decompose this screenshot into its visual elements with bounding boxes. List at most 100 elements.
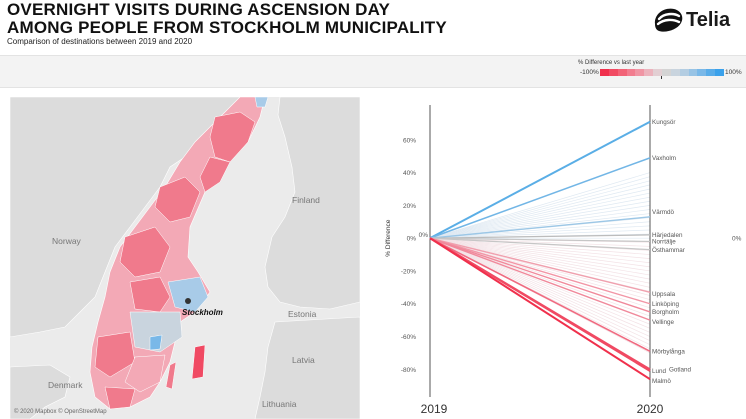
- map-label-estonia: Estonia: [288, 309, 317, 319]
- series-label: Borgholm: [652, 309, 679, 316]
- legend-swatch: [662, 69, 671, 76]
- background-line: [429, 196, 651, 239]
- page-subtitle: Comparison of destinations between 2019 …: [7, 37, 193, 46]
- legend-swatch: [600, 69, 609, 76]
- legend-title: % Difference vs last year: [578, 60, 645, 66]
- background-line: [429, 221, 651, 239]
- y-tick-label: 20%: [403, 203, 416, 210]
- series-line[interactable]: [429, 234, 651, 239]
- legend-swatch: [608, 69, 618, 76]
- map-label-norway: Norway: [52, 236, 81, 246]
- logo-text: Telia: [686, 9, 731, 31]
- legend-swatch: [653, 69, 663, 76]
- background-line: [429, 237, 651, 272]
- map-label-latvia: Latvia: [292, 355, 315, 365]
- background-line: [429, 237, 651, 337]
- series-label: Östhammar: [652, 246, 685, 254]
- page-title: OVERNIGHT VISITS DURING ASCENSION DAY AM…: [7, 1, 447, 37]
- legend-color-ramp[interactable]: [600, 69, 725, 76]
- y-tick-label: -80%: [401, 367, 416, 374]
- region-north: [209, 111, 256, 163]
- legend-swatch: [617, 69, 627, 76]
- slope-chart[interactable]: 60% 40% 20% 0% -20% -40% -60% -80% % Difference 0…: [360, 97, 746, 419]
- legend-swatch: [697, 69, 707, 76]
- legend-swatch: [644, 69, 654, 76]
- series-label: Vaxholm: [652, 155, 676, 162]
- series-line[interactable]: [429, 237, 651, 353]
- region-blue-spot: [149, 334, 163, 351]
- background-line: [429, 180, 651, 239]
- start-zero-label: 0%: [419, 232, 429, 239]
- background-line: [429, 237, 651, 276]
- legend-swatch: [635, 69, 645, 76]
- series-line[interactable]: [429, 216, 651, 239]
- background-line: [429, 172, 651, 239]
- region-dalarna: [129, 276, 171, 313]
- series-label: Mörbylånga: [652, 347, 685, 355]
- region-middle: [129, 311, 183, 353]
- land-finland: [264, 97, 360, 310]
- legend-max-label: 100%: [725, 69, 742, 76]
- series-label: Värmdö: [652, 209, 675, 216]
- series-line[interactable]: [429, 237, 651, 251]
- y-tick-label: -20%: [401, 268, 416, 275]
- background-line: [429, 176, 651, 239]
- region-skane: [104, 386, 136, 410]
- background-line: [429, 237, 651, 280]
- background-line: [429, 237, 651, 288]
- background-line: [429, 237, 651, 268]
- chart-axes: 60% 40% 20% 0% -20% -40% -60% -80% % Difference 0…: [385, 105, 742, 416]
- series-label: Vellinge: [652, 319, 675, 326]
- background-line: [429, 237, 651, 255]
- background-slope-lines: [429, 172, 651, 354]
- map-label-stockholm: Stockholm: [182, 308, 223, 317]
- region-uppland: [167, 276, 209, 313]
- series-line[interactable]: [429, 237, 651, 293]
- series-line[interactable]: [429, 157, 651, 239]
- background-line: [429, 237, 651, 260]
- land-baltics: [254, 316, 360, 419]
- series-label: Kungsör: [652, 119, 675, 126]
- series-line[interactable]: [429, 237, 651, 313]
- x-label-2020: 2020: [637, 402, 664, 416]
- x-label-2019: 2019: [421, 402, 448, 416]
- y-tick-label: -40%: [401, 301, 416, 308]
- series-line[interactable]: [429, 237, 651, 243]
- map-credit: © 2020 Mapbox © OpenStreetMap: [14, 409, 107, 415]
- map-label-finland: Finland: [292, 195, 320, 205]
- legend-swatch: [706, 69, 716, 76]
- background-line: [429, 237, 651, 329]
- series-line[interactable]: [429, 237, 651, 321]
- series-line[interactable]: [429, 120, 651, 240]
- background-line: [429, 200, 651, 239]
- y-axis-title: % Difference: [385, 219, 392, 256]
- choropleth-map[interactable]: Finland Norway Estonia Latvia Denmark Li…: [10, 97, 360, 419]
- title-line-2: AMONG PEOPLE FROM STOCKHOLM MUNICIPALITY: [7, 18, 447, 37]
- region-west: [94, 331, 136, 378]
- y-tick-label: 40%: [403, 170, 416, 177]
- region-oland: [165, 361, 177, 390]
- background-line: [429, 192, 651, 239]
- map-label-denmark: Denmark: [48, 380, 83, 390]
- background-line: [429, 205, 651, 239]
- series-label: Linköping: [652, 301, 679, 308]
- region-smaland: [124, 354, 166, 393]
- telia-logo: Telia: [652, 6, 742, 36]
- series-line[interactable]: [429, 237, 651, 381]
- region-lapland: [154, 176, 201, 223]
- series-line[interactable]: [429, 237, 651, 371]
- legend-swatch: [688, 69, 698, 76]
- legend-panel: % Difference vs last year -100% 100%: [0, 55, 746, 88]
- title-line-1: OVERNIGHT VISITS DURING ASCENSION DAY: [7, 0, 391, 19]
- series-line[interactable]: [429, 237, 651, 305]
- background-line: [429, 237, 651, 264]
- end-zero-label: 0%: [732, 236, 742, 243]
- y-tick-label: -60%: [401, 334, 416, 341]
- legend-zero-tick: [661, 76, 662, 79]
- legend-swatch: [715, 69, 725, 76]
- legend-min-label: -100%: [580, 69, 599, 76]
- series-label: Gotland: [669, 367, 692, 374]
- series-label: Norrtälje: [652, 239, 676, 246]
- background-line: [429, 209, 651, 239]
- background-line: [429, 237, 651, 346]
